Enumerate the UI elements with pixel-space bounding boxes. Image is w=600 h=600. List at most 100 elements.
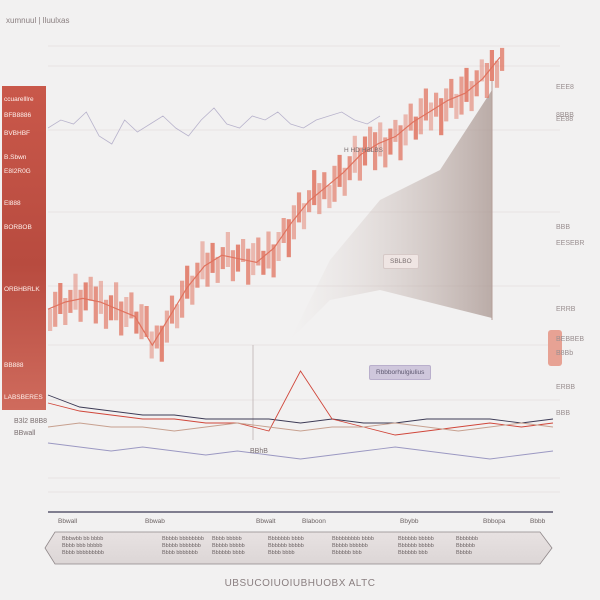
series-bar: [53, 291, 58, 327]
series-bar: [408, 103, 413, 131]
series-bar: [159, 325, 164, 362]
series-bar: [205, 252, 210, 287]
series-bar: [500, 47, 505, 71]
series-bar: [256, 237, 261, 266]
series-bar: [327, 185, 332, 209]
x-tick-label: Bbybb: [400, 518, 419, 525]
right-axis-label: BEBBEB: [556, 336, 585, 343]
right-axis-label: 8BBB: [556, 112, 574, 119]
series-bar: [266, 231, 271, 269]
series-bar: [378, 122, 383, 157]
footer-line: Bbbbb bbbbb: [212, 543, 245, 549]
series-bar: [281, 218, 286, 243]
callout-label-2: SBLBO: [383, 254, 419, 269]
series-bar: [494, 60, 500, 88]
series-bar: [413, 116, 418, 140]
series-bar: [48, 309, 53, 331]
series-bar: [383, 137, 388, 168]
right-axis-label: BBB: [556, 410, 571, 417]
right-badge: [548, 330, 562, 366]
series-bar: [489, 50, 494, 81]
footer-column: Bbbbb bbbbbbbb Bbbbb bbbbbbb Bbbb bbbbbbb: [162, 536, 204, 557]
footer-line: Bbbbbb bbb: [332, 550, 362, 556]
series-bar: [215, 256, 220, 283]
left-panel-label: ORBHBRLK: [4, 286, 40, 293]
footer-line: Bbbb bbbb: [268, 550, 295, 556]
left-label-panel: [2, 86, 46, 410]
series-bar: [357, 147, 362, 181]
series-bar: [246, 248, 251, 285]
lower-series-line: [47, 422, 554, 432]
series-bar: [185, 265, 190, 299]
series-bar: [129, 292, 134, 319]
footer-line: Bbbbb bbbbbbbb: [162, 536, 204, 542]
footer-line: Bbbbbb bbbbb: [398, 543, 434, 549]
series-bar: [479, 59, 484, 82]
series-bar: [286, 219, 291, 258]
series-bar: [164, 310, 169, 343]
left-panel-label: BORBOB: [4, 224, 32, 231]
series-bar: [368, 126, 373, 152]
lower-left-label-1: B3l2 B8B8: [14, 418, 48, 425]
series-bar: [276, 232, 281, 261]
series-bar: [362, 136, 368, 166]
series-line-main: [47, 56, 501, 347]
footer-line: Bbbbb bbbbbb: [332, 543, 368, 549]
series-bar: [449, 78, 454, 108]
series-bar: [296, 192, 302, 223]
series-bar: [180, 280, 185, 318]
footer-line: Bbbbbb: [456, 543, 475, 549]
right-axis-label: EESEBR: [556, 240, 585, 247]
series-bar: [103, 299, 109, 329]
right-axis-label: EEE8: [556, 84, 574, 91]
series-bar: [312, 170, 317, 206]
x-tick-label: Bbwab: [145, 518, 165, 525]
footer-line: Bbbbb bbbbbbb: [162, 543, 201, 549]
series-bar: [139, 304, 144, 340]
x-tick-label: Bbwall: [58, 518, 78, 525]
footer-line: Bbbbbbb bbbb: [268, 536, 304, 542]
footer-line: Bbbb bbbbb: [212, 536, 242, 542]
series-bar: [291, 205, 296, 240]
right-axis-label: B8Bb: [556, 350, 574, 357]
left-panel-label: BB888: [4, 362, 24, 369]
lower-annotation: BBhB: [250, 448, 268, 455]
series-bar: [98, 280, 103, 314]
footer-line: Bbbbbb bbbb: [212, 550, 245, 556]
chart-title: xumnuul | lluulxas: [6, 16, 70, 25]
series-bar: [439, 98, 444, 136]
series-bar: [114, 282, 119, 321]
lower-series-group: [47, 370, 554, 460]
footer-line: Bbbbbb bbb: [398, 550, 428, 556]
shaded-area: [290, 90, 492, 340]
series-bar: [317, 183, 322, 215]
series-bar: [210, 242, 215, 273]
right-axis-label: ERBB: [556, 384, 576, 391]
series-bar: [241, 239, 246, 262]
series-bar: [469, 81, 474, 112]
series-bar: [93, 286, 98, 324]
series-bar: [434, 92, 439, 117]
left-panel-label: El888: [4, 200, 21, 207]
series-bar: [261, 250, 266, 275]
series-bar: [58, 283, 63, 314]
series-bar: [301, 203, 307, 230]
right-axis-label: EE88: [556, 116, 574, 123]
left-panel-label: BVBHBF: [4, 130, 31, 137]
series-bar: [347, 156, 352, 181]
x-tick-label: Bbbb: [530, 518, 546, 525]
left-panel-label: BFB8886: [4, 112, 32, 119]
series-bar: [393, 119, 398, 142]
footer-column: Bbbbbb bbbbb Bbbbbb bbbbb Bbbbbb bbb: [398, 536, 434, 557]
series-bar: [454, 93, 459, 119]
series-bar: [271, 244, 276, 278]
left-panel-label: LABSBERES: [4, 394, 43, 401]
series-bar: [134, 311, 139, 334]
lower-left-label-2: BBwall: [14, 430, 36, 437]
series-bar: [144, 306, 149, 337]
series-bar: [119, 301, 124, 336]
series-bar: [200, 241, 205, 280]
series-bar: [337, 154, 342, 187]
main-series-bars: [48, 47, 505, 362]
series-bar: [398, 125, 403, 161]
